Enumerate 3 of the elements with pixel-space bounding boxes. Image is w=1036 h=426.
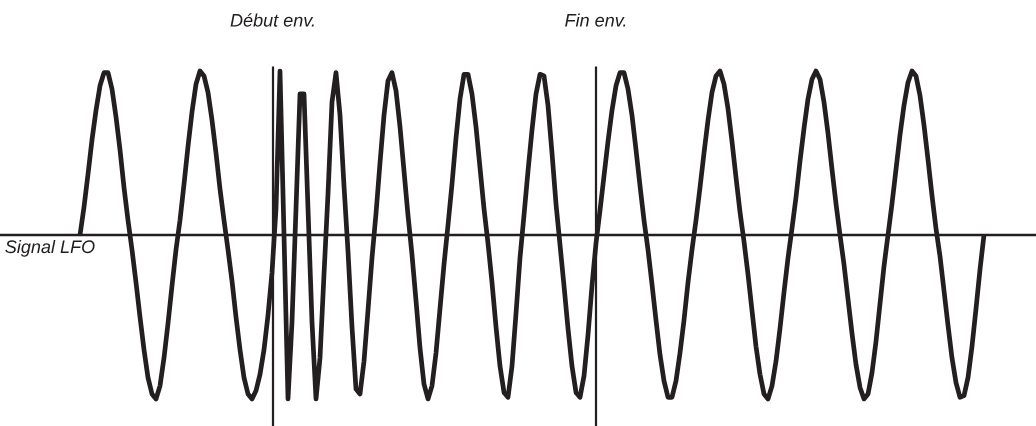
text: Début env. <box>230 13 314 27</box>
series-label: Signal LFO <box>5 239 95 257</box>
text: Fin env. <box>565 13 626 27</box>
